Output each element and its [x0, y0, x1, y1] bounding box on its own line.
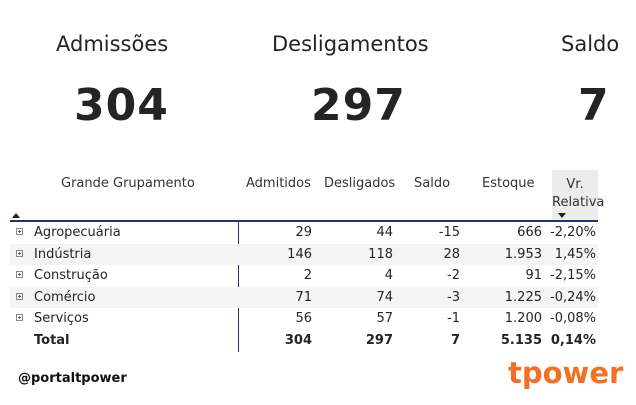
cell-estoque: 91 [525, 268, 542, 284]
expand-icon[interactable] [16, 249, 23, 257]
cell-estoque: 1.953 [504, 246, 542, 262]
cell-vr: -2,15% [550, 268, 596, 284]
cell-estoque: 1.200 [504, 311, 542, 327]
header-vr-relativa[interactable]: Vr. Relativa [552, 176, 605, 212]
cell-saldo: -2 [447, 268, 460, 284]
total-row: Total 304 297 7 5.135 0,14% [10, 330, 598, 352]
cell-saldo: -1 [447, 311, 460, 327]
kpi-desligamentos-value: 297 [311, 80, 406, 131]
cell-saldo-total: 7 [450, 332, 460, 348]
cell-saldo: 28 [443, 246, 460, 262]
cell-estoque: 1.225 [504, 289, 542, 305]
kpi-saldo-value: 7 [578, 80, 610, 131]
sort-ascending-icon[interactable] [12, 213, 20, 218]
cell-grupo: Agropecuária [34, 225, 121, 240]
cell-estoque-total: 5.135 [500, 332, 542, 348]
table-row: Construção 2 4 -2 91 -2,15% [10, 265, 598, 287]
social-handle: @portaltpower [18, 371, 127, 386]
table-row: Comércio 71 74 -3 1.225 -0,24% [10, 286, 598, 309]
table-row: Serviços 56 57 -1 1.200 -0,08% [10, 308, 598, 330]
cell-admitidos: 2 [303, 268, 312, 284]
cell-saldo: -3 [447, 289, 460, 305]
kpi-desligamentos-label: Desligamentos [272, 32, 429, 56]
cell-vr-total: 0,14% [550, 332, 596, 348]
expand-icon[interactable] [16, 228, 23, 235]
cell-admitidos: 71 [295, 289, 312, 305]
cell-grupo-total: Total [34, 332, 70, 348]
header-vr-line2: Relativa [552, 195, 605, 210]
expand-icon[interactable] [16, 271, 23, 279]
row-header-divider [238, 220, 239, 352]
cell-estoque: 666 [517, 225, 542, 240]
cell-vr: 1,45% [554, 246, 596, 262]
table-row: Agropecuária 29 44 -15 666 -2,20% [10, 222, 598, 244]
header-desligados[interactable]: Desligados [324, 176, 396, 191]
cell-desligados: 4 [384, 268, 393, 284]
kpi-admissoes-value: 304 [74, 80, 169, 131]
cell-desligados-total: 297 [365, 332, 393, 348]
matrix-table: Grande Grupamento Admitidos Desligados S… [10, 170, 605, 352]
cell-grupo: Serviços [34, 311, 89, 327]
cell-vr: -0,08% [550, 311, 596, 327]
header-vr-line1: Vr. [566, 177, 584, 192]
cell-vr: -0,24% [550, 289, 596, 305]
header-saldo[interactable]: Saldo [414, 176, 451, 191]
cell-grupo: Indústria [34, 246, 92, 262]
expand-icon[interactable] [16, 314, 23, 322]
expand-icon[interactable] [16, 292, 23, 300]
cell-grupo: Comércio [34, 289, 96, 305]
tpower-logo: tpower [508, 356, 624, 390]
cell-desligados: 118 [368, 246, 393, 262]
cell-saldo: -15 [438, 225, 460, 240]
kpi-admissoes-label: Admissões [56, 32, 169, 56]
cell-admitidos: 29 [295, 225, 312, 240]
cell-desligados: 57 [376, 311, 393, 327]
table-row: Indústria 146 118 28 1.953 1,45% [10, 243, 598, 266]
header-admitidos[interactable]: Admitidos [246, 176, 311, 191]
kpi-saldo-label: Saldo [561, 32, 620, 56]
cell-desligados: 44 [376, 225, 393, 240]
cell-admitidos: 146 [287, 246, 312, 262]
cell-grupo: Construção [34, 268, 108, 284]
header-estoque[interactable]: Estoque [482, 176, 535, 191]
cell-desligados: 74 [376, 289, 393, 305]
cell-admitidos-total: 304 [284, 332, 312, 348]
cell-admitidos: 56 [295, 311, 312, 327]
cell-vr: -2,20% [550, 225, 596, 240]
highlighted-column-header[interactable] [552, 170, 598, 220]
table-header: Grande Grupamento Admitidos Desligados S… [10, 170, 605, 222]
sort-descending-icon[interactable] [558, 213, 566, 218]
header-grande-grupamento[interactable]: Grande Grupamento [61, 176, 195, 191]
